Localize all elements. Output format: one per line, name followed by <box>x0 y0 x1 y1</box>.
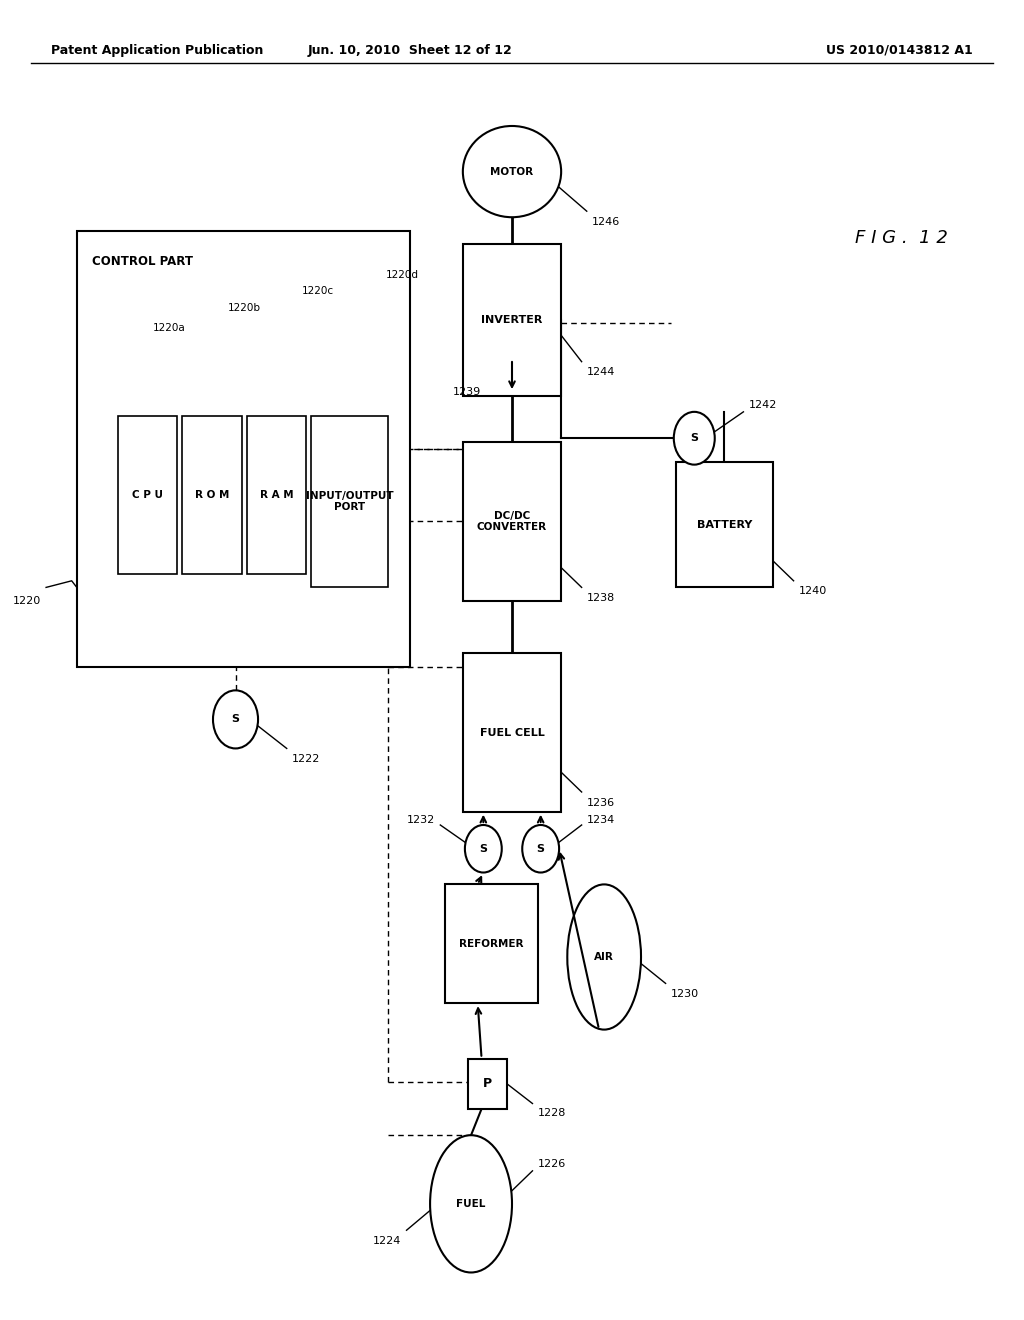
Text: F I G .  1 2: F I G . 1 2 <box>855 228 947 247</box>
Text: BATTERY: BATTERY <box>696 520 753 529</box>
Text: 1226: 1226 <box>538 1159 566 1170</box>
Text: Jun. 10, 2010  Sheet 12 of 12: Jun. 10, 2010 Sheet 12 of 12 <box>307 44 512 57</box>
Text: AIR: AIR <box>594 952 614 962</box>
Text: DC/DC
CONVERTER: DC/DC CONVERTER <box>477 511 547 532</box>
Text: 1222: 1222 <box>292 754 321 764</box>
Circle shape <box>213 690 258 748</box>
Text: 1234: 1234 <box>587 814 615 825</box>
Text: S: S <box>231 714 240 725</box>
Text: 1244: 1244 <box>587 367 615 378</box>
Text: 1242: 1242 <box>749 400 777 411</box>
Text: 1220c: 1220c <box>302 285 334 296</box>
Text: Patent Application Publication: Patent Application Publication <box>51 44 263 57</box>
Text: 1236: 1236 <box>587 797 614 808</box>
Text: 1246: 1246 <box>592 216 621 227</box>
FancyBboxPatch shape <box>247 416 306 574</box>
FancyBboxPatch shape <box>676 462 773 587</box>
Text: S: S <box>537 843 545 854</box>
Text: R A M: R A M <box>260 490 293 500</box>
Circle shape <box>522 825 559 873</box>
Text: C P U: C P U <box>132 490 163 500</box>
FancyBboxPatch shape <box>463 653 561 812</box>
Text: 1239: 1239 <box>453 387 481 397</box>
Text: FUEL CELL: FUEL CELL <box>479 727 545 738</box>
Circle shape <box>674 412 715 465</box>
Text: R O M: R O M <box>195 490 229 500</box>
Text: 1220: 1220 <box>12 595 41 606</box>
Text: 1240: 1240 <box>799 586 827 597</box>
Text: S: S <box>479 843 487 854</box>
Text: 1238: 1238 <box>587 593 615 603</box>
Text: 1228: 1228 <box>538 1107 566 1118</box>
Text: INVERTER: INVERTER <box>481 315 543 325</box>
Text: 1232: 1232 <box>407 814 435 825</box>
Text: INPUT/OUTPUT
PORT: INPUT/OUTPUT PORT <box>306 491 393 512</box>
Text: S: S <box>690 433 698 444</box>
Text: 1220b: 1220b <box>227 302 260 313</box>
FancyBboxPatch shape <box>468 1059 507 1109</box>
Text: CONTROL PART: CONTROL PART <box>92 255 194 268</box>
Ellipse shape <box>463 125 561 218</box>
FancyBboxPatch shape <box>311 416 388 587</box>
Ellipse shape <box>567 884 641 1030</box>
FancyBboxPatch shape <box>463 244 561 396</box>
Text: 1224: 1224 <box>373 1236 401 1246</box>
Ellipse shape <box>430 1135 512 1272</box>
Text: FUEL: FUEL <box>457 1199 485 1209</box>
Text: P: P <box>483 1077 492 1090</box>
Circle shape <box>465 825 502 873</box>
Text: 1220d: 1220d <box>385 269 419 280</box>
Text: REFORMER: REFORMER <box>460 939 523 949</box>
FancyBboxPatch shape <box>445 884 538 1003</box>
FancyBboxPatch shape <box>77 231 410 667</box>
FancyBboxPatch shape <box>118 416 177 574</box>
Text: MOTOR: MOTOR <box>490 166 534 177</box>
Text: 1230: 1230 <box>671 989 698 999</box>
Text: 1220a: 1220a <box>153 322 185 333</box>
FancyBboxPatch shape <box>463 442 561 601</box>
FancyBboxPatch shape <box>182 416 242 574</box>
Text: US 2010/0143812 A1: US 2010/0143812 A1 <box>826 44 973 57</box>
